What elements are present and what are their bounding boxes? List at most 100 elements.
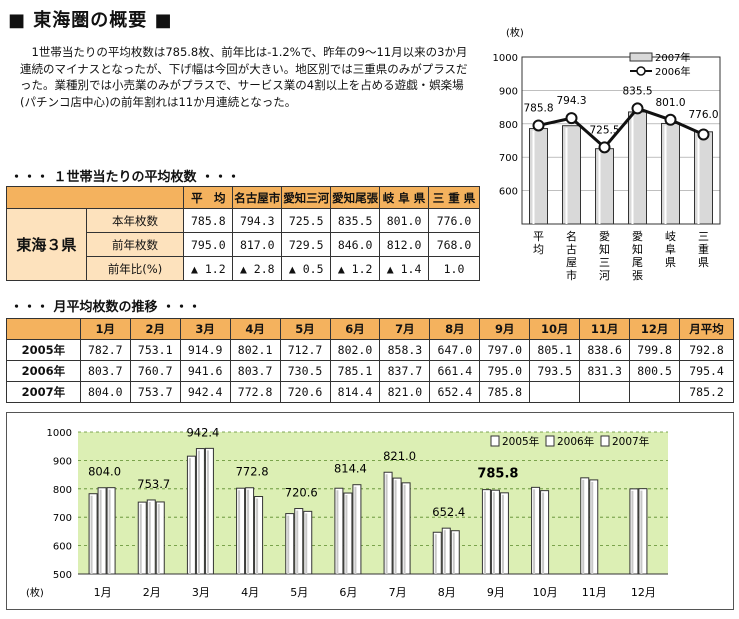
table-cell: 647.0 (429, 339, 481, 361)
table-cell: 792.8 (679, 339, 734, 361)
corner-cell (5, 186, 185, 209)
table-cell: 795.0 (479, 360, 531, 382)
bar (383, 471, 393, 575)
table-cell: 805.1 (529, 339, 581, 361)
table-cell (529, 381, 581, 403)
x-tick-label: 1月 (94, 586, 112, 599)
bar (589, 479, 599, 575)
x-tick-label: 知 (599, 242, 610, 256)
data-label: 814.4 (334, 462, 367, 476)
table-cell: 785.1 (329, 360, 381, 382)
bar (540, 490, 550, 575)
bar (195, 448, 205, 575)
line-marker (598, 141, 611, 154)
x-tick-label: 張 (632, 269, 643, 282)
bar (146, 499, 156, 575)
bar (490, 489, 500, 575)
line-marker (697, 128, 710, 141)
month-header: 2月 (129, 318, 181, 340)
line-marker (631, 102, 644, 115)
month-header: 11月 (579, 318, 631, 340)
data-label: 753.7 (137, 477, 170, 491)
table-cell: 793.5 (529, 360, 581, 382)
col-header: 三 重 県 (428, 186, 480, 209)
bar (481, 489, 491, 575)
table-cell: 785.8 (479, 381, 531, 403)
table-cell: 768.0 (428, 232, 480, 257)
bar (529, 128, 548, 225)
month-header: 1月 (79, 318, 131, 340)
x-tick-label: 4月 (241, 586, 259, 599)
x-tick-label: 県 (698, 256, 709, 269)
y-tick-label: 900 (53, 456, 72, 467)
table-cell: 729.5 (281, 232, 332, 257)
table-cell: 835.5 (330, 208, 381, 233)
table-cell: ▲ 2.8 (232, 256, 283, 281)
plot-frame (521, 56, 721, 225)
month-header: 3月 (179, 318, 231, 340)
row-label: 前年比(%) (85, 256, 185, 281)
y-tick-label: 800 (53, 485, 72, 496)
x-tick-label: 12月 (631, 586, 656, 599)
bar (106, 487, 116, 575)
x-tick-label: 知 (632, 242, 643, 256)
table-cell: ▲ 1.2 (330, 256, 381, 281)
month-header: 8月 (429, 318, 481, 340)
x-tick-label: 均 (533, 243, 544, 256)
month-header: 9月 (479, 318, 531, 340)
col-header: 平 均 (183, 186, 234, 209)
table-cell: 785.2 (679, 381, 734, 403)
x-tick-label: 名 (566, 229, 577, 243)
table-cell: 712.7 (279, 339, 331, 361)
bar (343, 492, 353, 575)
y-tick-label: 1000 (47, 428, 72, 439)
legend-label: 2005年 (502, 435, 539, 448)
x-tick-label: 7月 (389, 586, 407, 599)
legend-swatch (490, 435, 500, 447)
x-tick-label: 三 (599, 256, 610, 269)
bar (254, 496, 264, 575)
table-cell: 858.3 (379, 339, 431, 361)
table-cell: 720.6 (279, 381, 331, 403)
table-cell: 942.4 (179, 381, 231, 403)
table-cell: 776.0 (428, 208, 480, 233)
legend-label: 2007年 (655, 51, 690, 64)
data-label: 785.8 (523, 102, 553, 114)
bar (245, 487, 255, 575)
bar (186, 455, 196, 575)
data-label: 804.0 (88, 465, 121, 479)
x-tick-label: 河 (599, 269, 610, 282)
month-header: 4月 (229, 318, 281, 340)
legend-label: 2006年 (557, 435, 594, 448)
data-label: 652.4 (432, 505, 465, 519)
y-tick-label: 900 (499, 86, 518, 97)
line-marker (565, 112, 578, 125)
bar (531, 486, 541, 575)
bar (638, 488, 648, 575)
table-cell: 804.0 (79, 381, 131, 403)
bar (97, 487, 107, 575)
legend-swatch (600, 435, 610, 447)
table-cell: 817.0 (232, 232, 283, 257)
data-label: 725.5 (589, 124, 619, 136)
x-tick-label: 古 (566, 243, 577, 256)
table-cell (579, 381, 631, 403)
monthly-chart: 1000 900 800 700 600 500 (枚) 1月 804.0 2月 753.7 3月 94… (6, 412, 734, 610)
table-cell: 803.7 (79, 360, 131, 382)
col-header: 愛知三河 (281, 186, 332, 209)
table-cell: 661.4 (429, 360, 481, 382)
table-cell: 753.7 (129, 381, 181, 403)
y-tick-label: 600 (53, 542, 72, 553)
table-cell: 803.7 (229, 360, 281, 382)
table-cell (629, 381, 681, 403)
y-unit-label: (枚) (26, 586, 44, 599)
legend-label: 2006年 (655, 65, 690, 78)
table-cell: ▲ 0.5 (281, 256, 332, 281)
bar (352, 484, 362, 575)
page-title: ■ 東海圏の概要 ■ (8, 10, 173, 31)
table-cell: 800.5 (629, 360, 681, 382)
table-cell: 730.5 (279, 360, 331, 382)
y-tick-label: 700 (499, 153, 518, 164)
bar (628, 111, 647, 225)
x-tick-label: 11月 (582, 586, 607, 599)
